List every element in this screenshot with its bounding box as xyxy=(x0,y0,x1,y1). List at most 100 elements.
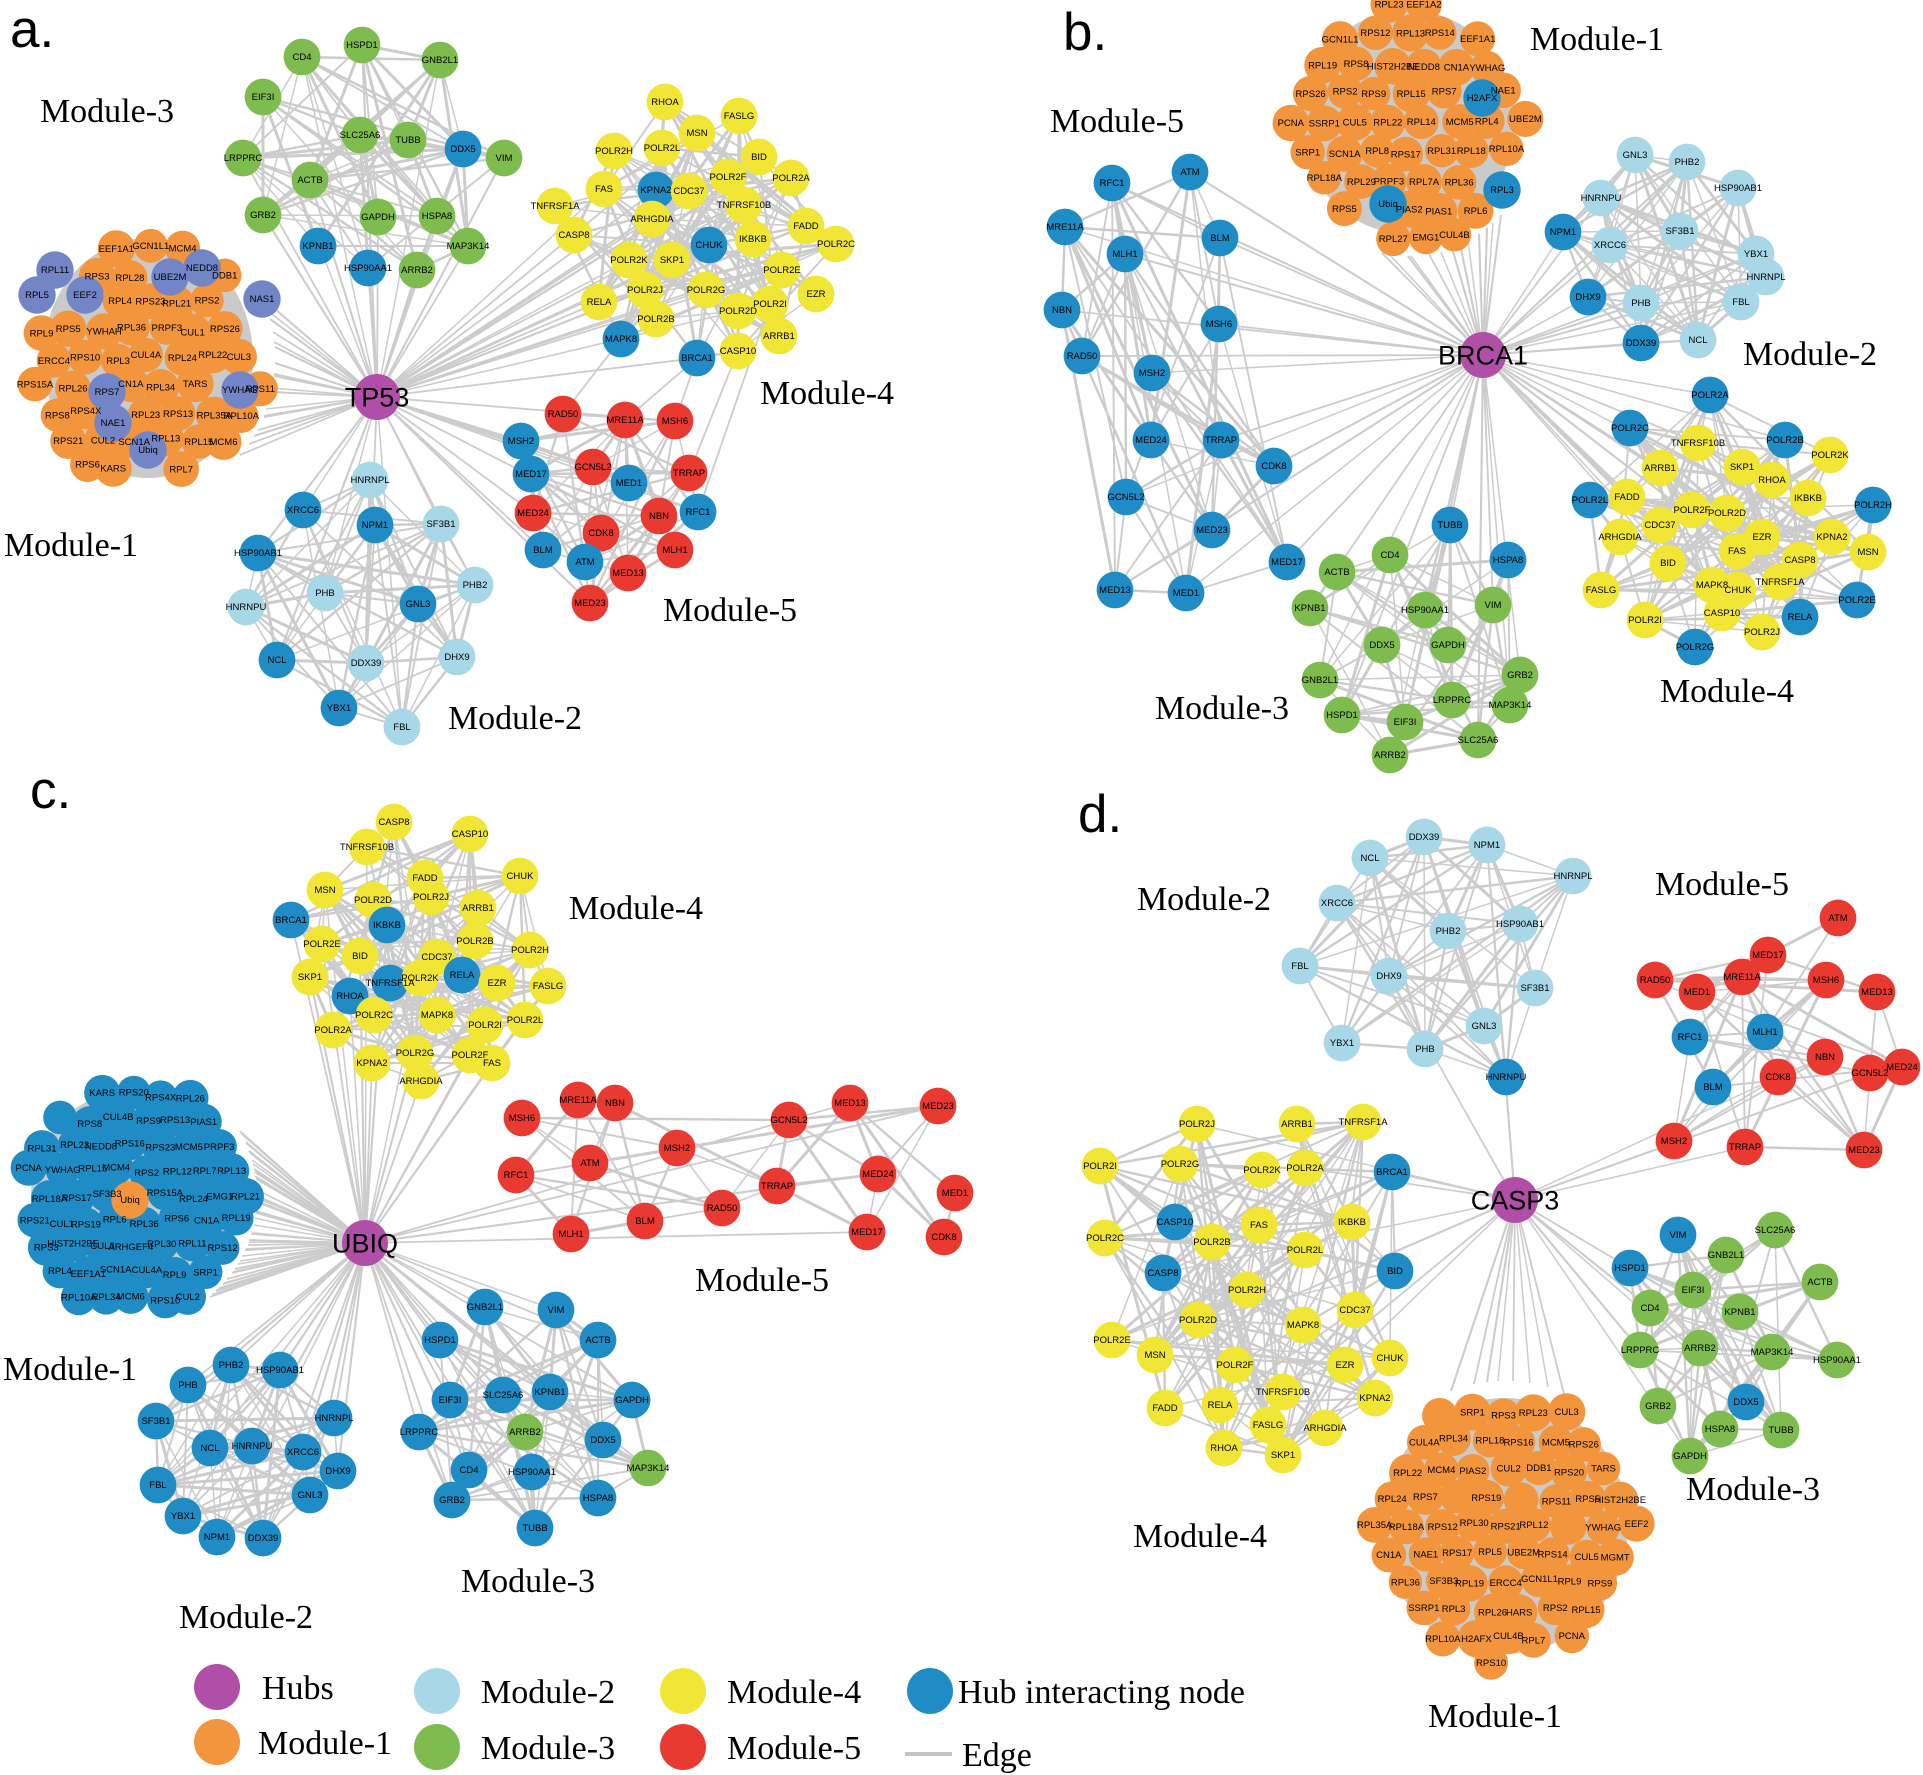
svg-text:CASP8: CASP8 xyxy=(1147,1268,1178,1279)
svg-text:ARRB1: ARRB1 xyxy=(1644,463,1676,474)
svg-text:VIM: VIM xyxy=(548,1305,565,1316)
svg-text:Module-1: Module-1 xyxy=(4,527,138,564)
svg-text:RPL10A: RPL10A xyxy=(61,1293,97,1304)
svg-text:RPS14: RPS14 xyxy=(1538,1549,1568,1560)
svg-text:NCL: NCL xyxy=(200,1443,219,1454)
svg-text:Module-5: Module-5 xyxy=(1050,103,1184,140)
svg-text:MSH6: MSH6 xyxy=(509,1113,535,1124)
svg-text:RPL23: RPL23 xyxy=(1375,0,1404,10)
svg-text:BRCA1: BRCA1 xyxy=(681,353,713,364)
svg-text:RAD50: RAD50 xyxy=(707,1203,738,1214)
svg-text:RPS7: RPS7 xyxy=(1413,1492,1438,1503)
svg-text:GRB2: GRB2 xyxy=(439,1495,465,1506)
svg-text:POLR2D: POLR2D xyxy=(1708,508,1746,519)
svg-text:CUL5: CUL5 xyxy=(1343,118,1367,129)
svg-text:MCM6: MCM6 xyxy=(117,1292,145,1303)
svg-text:DDX39: DDX39 xyxy=(248,1533,279,1544)
svg-text:RPL4: RPL4 xyxy=(1475,116,1499,127)
svg-text:SLC25A6: SLC25A6 xyxy=(483,1390,524,1401)
svg-text:NAE1: NAE1 xyxy=(1491,86,1516,97)
svg-text:Ubiq: Ubiq xyxy=(1378,199,1398,210)
svg-text:Module-5: Module-5 xyxy=(1655,866,1789,903)
svg-text:POLR2B: POLR2B xyxy=(1193,1237,1231,1248)
svg-text:MED17: MED17 xyxy=(1271,557,1303,568)
svg-text:Module-2: Module-2 xyxy=(448,700,582,737)
svg-text:MCM4: MCM4 xyxy=(1427,1465,1455,1476)
svg-text:HSP90AB1: HSP90AB1 xyxy=(1714,183,1762,194)
svg-text:CUL3: CUL3 xyxy=(90,1241,114,1252)
svg-text:BID: BID xyxy=(1387,1266,1403,1277)
svg-text:UBIQ: UBIQ xyxy=(332,1229,398,1259)
svg-text:SRP1: SRP1 xyxy=(1295,147,1320,158)
svg-text:HSP90AA1: HSP90AA1 xyxy=(1813,1355,1861,1366)
svg-text:MSH2: MSH2 xyxy=(1139,368,1165,379)
svg-text:SRP1: SRP1 xyxy=(1460,1407,1485,1418)
svg-text:CUL4A: CUL4A xyxy=(1409,1438,1440,1449)
svg-text:HNRNPL: HNRNPL xyxy=(350,475,389,486)
svg-text:RPS7: RPS7 xyxy=(1432,86,1457,97)
svg-text:ACTB: ACTB xyxy=(297,175,322,186)
svg-text:RPS11: RPS11 xyxy=(1542,1497,1571,1508)
svg-text:RPL18A: RPL18A xyxy=(1389,1522,1425,1533)
svg-text:CHUK: CHUK xyxy=(1377,1353,1405,1364)
svg-text:SCN1A: SCN1A xyxy=(118,437,150,448)
svg-text:DDX5: DDX5 xyxy=(450,144,475,155)
svg-text:Hub interacting node: Hub interacting node xyxy=(958,1674,1245,1711)
svg-text:RPL18A: RPL18A xyxy=(1307,173,1343,184)
svg-text:POLR2A: POLR2A xyxy=(1691,390,1729,401)
svg-text:MED1: MED1 xyxy=(942,1188,968,1199)
svg-text:RPS21: RPS21 xyxy=(53,436,83,447)
svg-text:ARHGDIA: ARHGDIA xyxy=(630,214,674,225)
svg-text:YWHAH: YWHAH xyxy=(86,327,122,338)
svg-text:RPL30: RPL30 xyxy=(1460,1518,1489,1529)
svg-text:RPL15: RPL15 xyxy=(184,437,213,448)
svg-text:RPS10: RPS10 xyxy=(70,352,100,363)
svg-text:GRB2: GRB2 xyxy=(250,210,276,221)
svg-text:POLR2L: POLR2L xyxy=(1572,495,1608,506)
svg-text:YBX1: YBX1 xyxy=(1330,1038,1354,1049)
svg-text:XRCC6: XRCC6 xyxy=(287,505,319,516)
svg-text:MGMT: MGMT xyxy=(1601,1553,1630,1564)
svg-text:a.: a. xyxy=(10,0,54,59)
svg-text:DHX9: DHX9 xyxy=(325,1466,350,1477)
svg-text:RELA: RELA xyxy=(1208,1400,1233,1411)
svg-text:MSH2: MSH2 xyxy=(508,436,534,447)
svg-text:MAPK8: MAPK8 xyxy=(1696,580,1728,591)
svg-text:RPS13: RPS13 xyxy=(160,1115,190,1126)
svg-text:NPM1: NPM1 xyxy=(204,1532,230,1543)
svg-text:FBL: FBL xyxy=(393,722,410,733)
svg-text:PCNA: PCNA xyxy=(15,1163,42,1174)
svg-text:EZR: EZR xyxy=(488,978,507,989)
svg-text:RPL22: RPL22 xyxy=(198,350,227,361)
svg-text:CUL4A: CUL4A xyxy=(132,1265,163,1276)
svg-text:RPS11: RPS11 xyxy=(245,384,274,395)
svg-text:CN1A: CN1A xyxy=(1376,1550,1402,1561)
svg-text:POLR2C: POLR2C xyxy=(817,239,855,250)
svg-text:CUL4B: CUL4B xyxy=(1439,230,1470,241)
svg-text:Module-5: Module-5 xyxy=(695,1262,829,1299)
svg-text:EIF3I: EIF3I xyxy=(1394,717,1417,728)
svg-text:TRRAP: TRRAP xyxy=(1205,435,1237,446)
svg-text:MED13: MED13 xyxy=(612,568,644,579)
svg-text:NBN: NBN xyxy=(1052,305,1072,316)
svg-text:NEDD8: NEDD8 xyxy=(186,263,218,274)
svg-text:RPL3: RPL3 xyxy=(1490,185,1514,196)
svg-text:Module-2: Module-2 xyxy=(179,1599,313,1636)
svg-text:XRCC6: XRCC6 xyxy=(1321,898,1353,909)
svg-text:MSH6: MSH6 xyxy=(662,416,688,427)
svg-text:ATM: ATM xyxy=(575,557,594,568)
svg-text:HARS: HARS xyxy=(1506,1608,1532,1619)
svg-text:ERCC4: ERCC4 xyxy=(1490,1578,1522,1589)
svg-text:SF3B1: SF3B1 xyxy=(1665,226,1694,237)
svg-text:LRPPRC: LRPPRC xyxy=(1433,695,1472,706)
svg-text:ARRB2: ARRB2 xyxy=(401,265,433,276)
svg-text:RPS20: RPS20 xyxy=(1554,1468,1584,1479)
svg-text:RPS3: RPS3 xyxy=(85,271,110,282)
svg-text:ARHGEF4: ARHGEF4 xyxy=(108,1242,153,1253)
svg-text:PCNA: PCNA xyxy=(1559,1631,1586,1642)
svg-text:RPS10: RPS10 xyxy=(150,1295,180,1306)
svg-text:MLH1: MLH1 xyxy=(1112,249,1137,260)
svg-text:Module-1: Module-1 xyxy=(258,1725,392,1762)
svg-text:CASP10: CASP10 xyxy=(1157,1217,1193,1228)
svg-text:GAPDH: GAPDH xyxy=(1431,640,1465,651)
